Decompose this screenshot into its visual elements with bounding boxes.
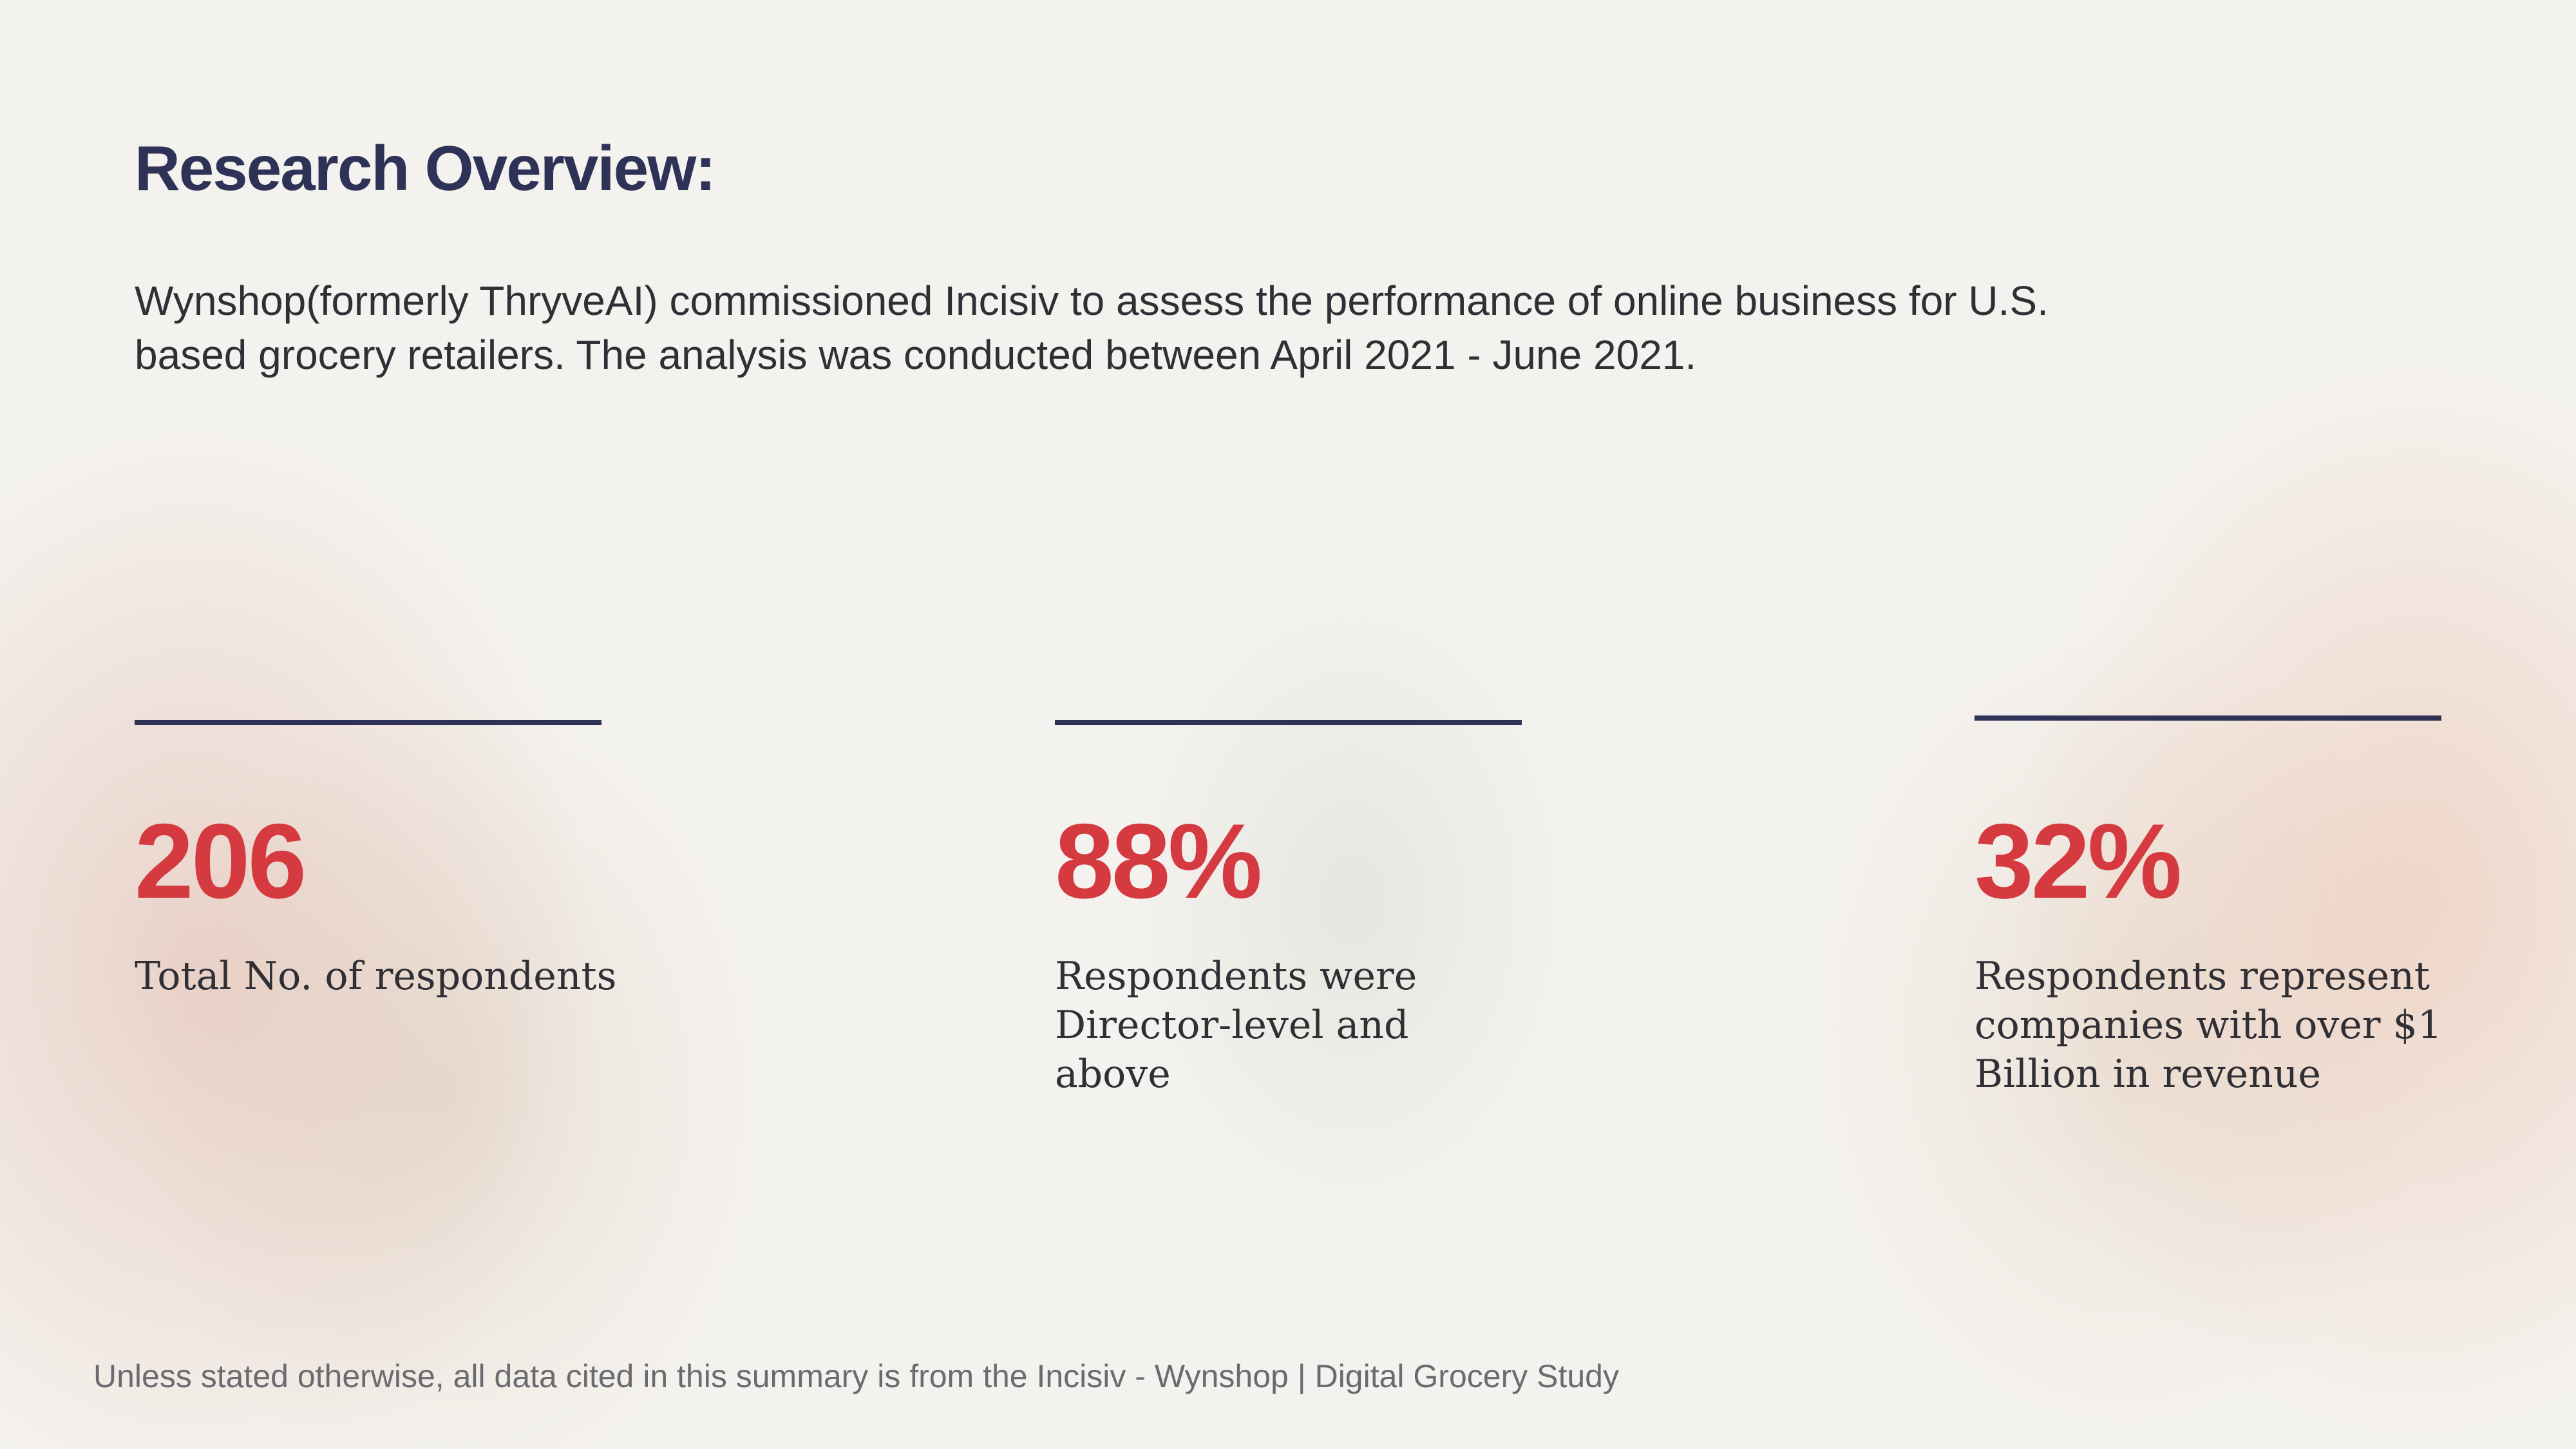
stat-value: 32% — [1975, 802, 2182, 920]
description-line: Respondents were — [1055, 954, 1417, 999]
stat-value: 88% — [1055, 802, 1262, 920]
stat-description: Respondents were Director-level and above — [1055, 952, 1417, 1099]
intro-line: Wynshop(formerly ThryveAI) commissioned … — [135, 278, 2049, 324]
divider — [1975, 715, 2441, 721]
description-line: Total No. of respondents — [135, 954, 617, 999]
description-line: Director-level and — [1055, 1003, 1409, 1048]
description-line: companies with over $1 — [1975, 1003, 2443, 1048]
stat-description: Respondents represent companies with over… — [1975, 952, 2442, 1099]
intro: Wynshop(formerly ThryveAI) commissioned … — [135, 274, 2049, 382]
title: Research Overview: — [135, 133, 716, 204]
stat-value: 206 — [135, 802, 307, 920]
footer: Unless stated otherwise, all data cited … — [93, 1358, 1619, 1394]
divider — [135, 720, 601, 725]
description-line: above — [1055, 1052, 1171, 1097]
description-line: Respondents represent — [1975, 954, 2430, 999]
stat-description: Total No. of respondents — [135, 952, 616, 1001]
divider — [1055, 720, 1522, 725]
intro-line: based grocery retailers. The analysis wa… — [135, 332, 1697, 378]
description-line: Billion in revenue — [1975, 1052, 2321, 1097]
